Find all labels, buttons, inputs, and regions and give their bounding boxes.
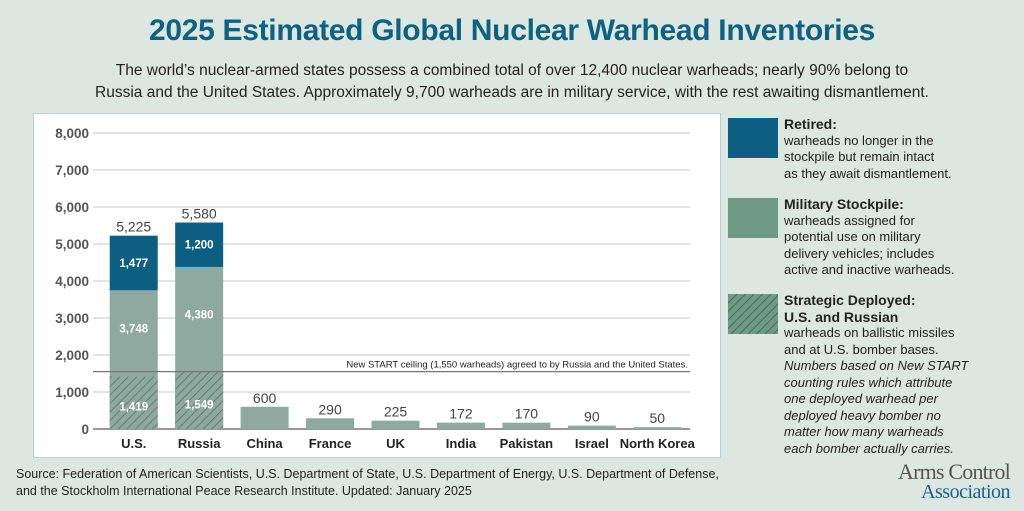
x-tick-label: China (247, 436, 284, 451)
legend-note: Numbers based on New START (784, 358, 969, 373)
bar-military-stockpile (240, 406, 289, 429)
strategic-deployed-value-label: 1,419 (119, 402, 148, 414)
legend-swatch-military-stockpile (728, 198, 778, 238)
bar-retired (109, 235, 158, 291)
bar-military-stockpile (567, 425, 616, 429)
y-tick-label: 6,000 (55, 200, 89, 215)
legend-text: as they await dismantlement. (784, 165, 952, 181)
legend-text: warheads no longer in the (784, 132, 934, 148)
legend-note: matter how many warheads (784, 424, 944, 439)
y-tick-label: 5,000 (55, 237, 89, 252)
subtitle-line-1: The world’s nuclear-armed states possess… (115, 62, 909, 79)
legend-title: Strategic Deployed: (784, 292, 916, 308)
total-value-label: 170 (515, 406, 539, 422)
retired-value-label: 1,477 (119, 258, 148, 270)
subtitle-line-2: Russia and the United States. Approximat… (95, 84, 929, 101)
x-tick-label: France (309, 436, 352, 451)
arms-control-association-logo: Arms Control Association (850, 459, 1011, 503)
strategic-deployed-value-label: 1,549 (185, 399, 214, 411)
total-value-label: 172 (449, 406, 473, 422)
x-tick-label: Pakistan (500, 436, 554, 451)
bar-strategic-deployed (175, 371, 224, 429)
legend-text: stockpile but remain intact (784, 149, 935, 164)
legend-text: delivery vehicles; includes (784, 245, 935, 261)
y-tick-label: 0 (81, 422, 89, 437)
legend-subtitle: U.S. and Russian (784, 308, 899, 325)
bar-military-stockpile (633, 427, 682, 429)
bar-labels: 1,477 3,748 1,419 5,225 1,200 4,380 1,549 5,580… (116, 206, 665, 427)
bar-chart: 0 1,000 2,000 3,000 4,000 5,000 6,000 7,000 8,00… (55, 126, 696, 451)
total-value-label: 50 (649, 410, 665, 426)
chart-subtitle: The world’s nuclear-armed states possess… (40, 60, 984, 104)
total-value-label: 5,225 (116, 219, 151, 235)
military-stockpile-value-label: 3,748 (119, 323, 148, 335)
y-tick-label: 3,000 (55, 311, 89, 326)
legend-note: counting rules which attribute (784, 374, 953, 390)
legend-swatch-strategic-deployed (728, 294, 778, 334)
y-tick-label: 8,000 (55, 126, 89, 141)
x-tick-label: India (446, 436, 477, 451)
bar-strategic-deployed (109, 376, 158, 429)
legend-note: each bomber actually carries. (784, 440, 954, 456)
bar-military-stockpile (371, 420, 420, 429)
x-tick-label: UK (386, 436, 405, 451)
legend-text: and at U.S. bomber bases. (784, 341, 939, 357)
total-value-label: 5,580 (182, 206, 217, 222)
y-tick-label: 2,000 (55, 348, 89, 363)
x-tick-label: Russia (178, 436, 221, 451)
bar-military-stockpile (306, 418, 355, 429)
legend-note: deployed heavy bomber no (784, 407, 941, 423)
total-value-label: 290 (318, 401, 342, 417)
y-tick-label: 1,000 (55, 385, 89, 400)
legend-swatch-retired (728, 118, 778, 158)
reference-line-label: New START ceiling (1,550 warheads) agree… (346, 360, 688, 371)
legend-text: warheads on ballistic missiles (784, 325, 955, 340)
bars (109, 222, 682, 429)
y-tick-label: 4,000 (55, 274, 89, 289)
x-tick-label: North Korea (620, 436, 696, 451)
legend-text: warheads assigned for (784, 212, 915, 228)
legend-text: active and inactive warheads. (784, 262, 955, 277)
logo-line-1: Arms Control (897, 459, 1011, 484)
y-axis-ticks: 0 1,000 2,000 3,000 4,000 5,000 6,000 7,000 8,00… (55, 126, 89, 437)
y-tick-label: 7,000 (55, 163, 89, 178)
bar-military-stockpile (502, 422, 551, 429)
bar-retired (175, 222, 224, 267)
legend-text: potential use on military (784, 229, 921, 244)
source-line-1: Source: Federation of American Scientist… (16, 467, 719, 481)
x-axis-ticks: U.S. Russia China France UK India Pakistan Isra… (121, 436, 696, 451)
logo-line-2: Association (921, 481, 1010, 503)
legend-title: Retired: (784, 116, 837, 132)
total-value-label: 600 (253, 390, 277, 406)
legend-title: Military Stockpile: (784, 196, 904, 212)
chart-title: 2025 Estimated Global Nuclear Warhead In… (148, 14, 876, 47)
military-stockpile-value-label: 4,380 (185, 309, 214, 321)
new-start-ceiling: New START ceiling (1,550 warheads) agree… (93, 360, 690, 373)
source-line-2: and the Stockholm International Peace Re… (16, 484, 472, 498)
x-tick-label: U.S. (121, 436, 146, 451)
total-value-label: 225 (384, 404, 408, 420)
retired-value-label: 1,200 (185, 240, 214, 252)
total-value-label: 90 (584, 409, 600, 425)
x-tick-label: Israel (575, 436, 609, 451)
bar-military-stockpile (436, 422, 485, 429)
legend-note: one deployed warhead per (784, 391, 938, 406)
chart-panel: 0 1,000 2,000 3,000 4,000 5,000 6,000 7,000 8,00… (33, 113, 721, 458)
source-note: Source: Federation of American Scientist… (16, 466, 856, 500)
